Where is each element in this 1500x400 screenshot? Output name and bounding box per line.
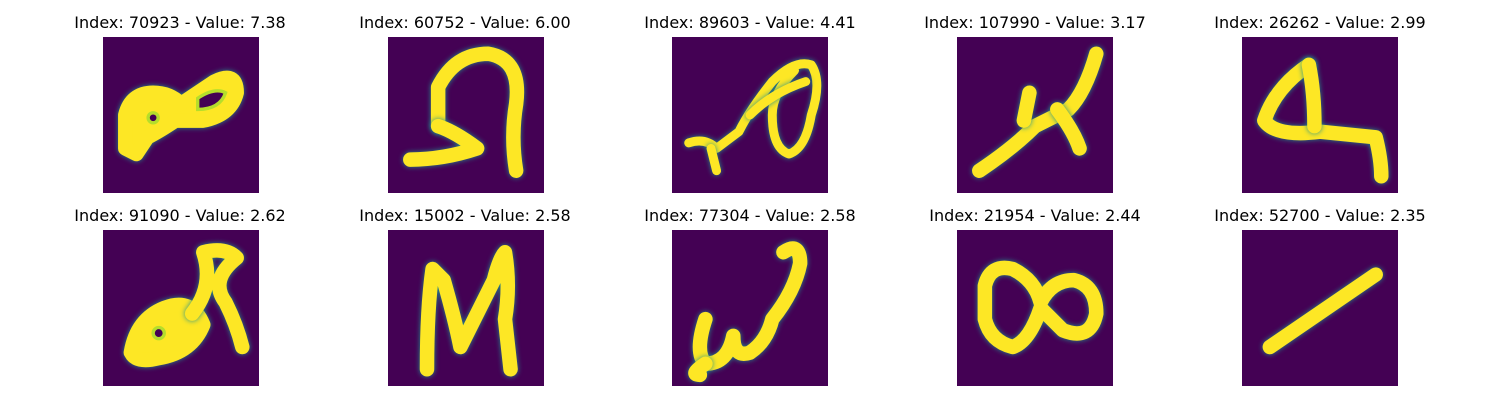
- panel-title: Index: 70923 - Value: 7.38: [74, 13, 286, 32]
- handwritten-glyph-image: [103, 230, 259, 386]
- panel-title: Index: 77304 - Value: 2.58: [644, 206, 856, 225]
- panel-title: Index: 89603 - Value: 4.41: [644, 13, 856, 32]
- handwritten-glyph-image: [388, 230, 544, 386]
- handwritten-glyph-image: [672, 230, 828, 386]
- panel-title: Index: 60752 - Value: 6.00: [359, 13, 571, 32]
- panel-title: Index: 52700 - Value: 2.35: [1214, 206, 1426, 225]
- handwritten-glyph-image: [388, 37, 544, 193]
- panel-title: Index: 15002 - Value: 2.58: [359, 206, 571, 225]
- panel-title: Index: 26262 - Value: 2.99: [1214, 13, 1426, 32]
- handwritten-glyph-image: [1242, 37, 1398, 193]
- handwritten-glyph-image: [957, 230, 1113, 386]
- panel-title: Index: 21954 - Value: 2.44: [929, 206, 1141, 225]
- handwritten-glyph-image: [1242, 230, 1398, 386]
- handwritten-glyph-image: [957, 37, 1113, 193]
- handwritten-glyph-image: [103, 37, 259, 193]
- panel-title: Index: 91090 - Value: 2.62: [74, 206, 286, 225]
- handwritten-glyph-image: [672, 37, 828, 193]
- panel-title: Index: 107990 - Value: 3.17: [924, 13, 1146, 32]
